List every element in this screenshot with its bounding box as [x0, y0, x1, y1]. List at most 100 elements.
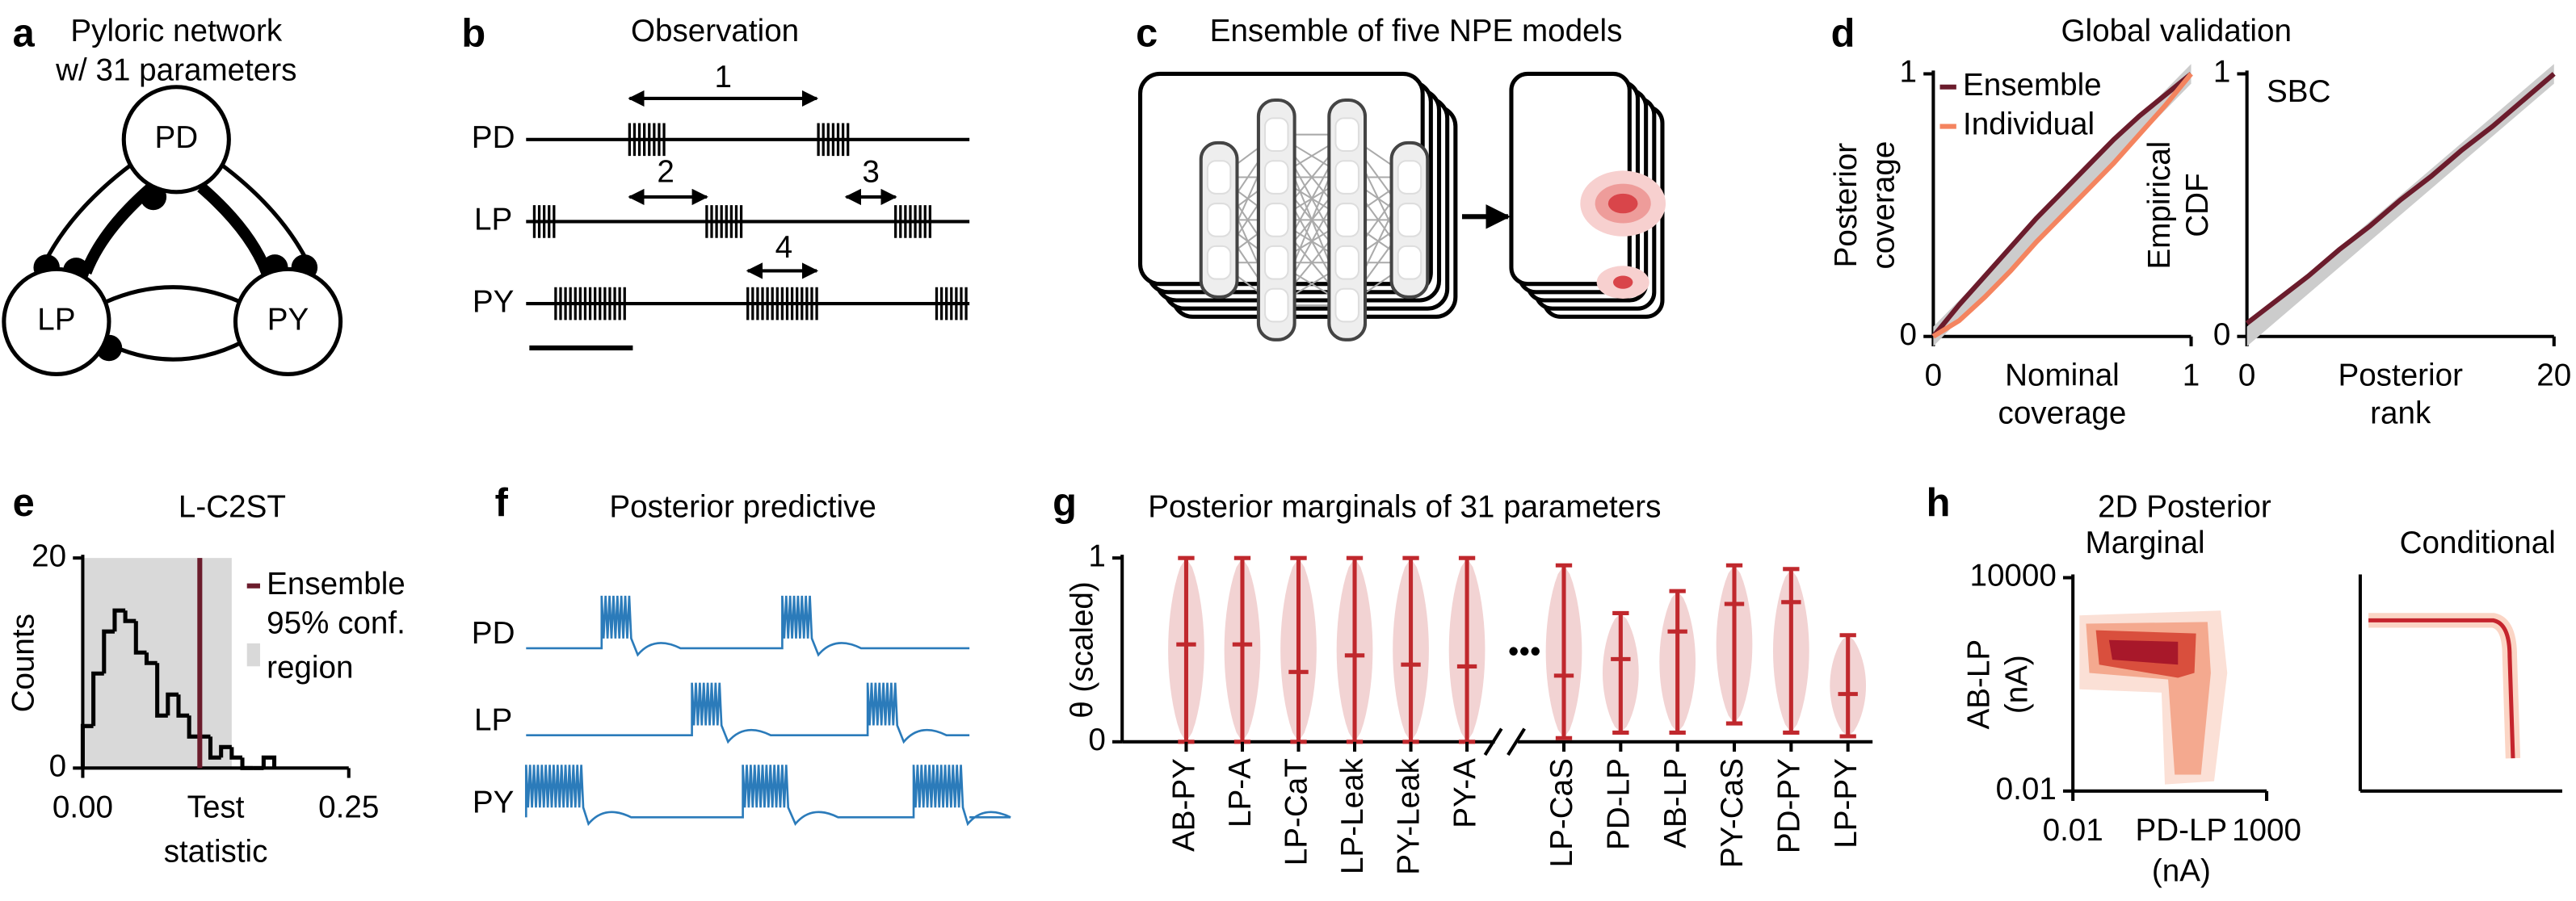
x-tick-label: 1 [2183, 358, 2200, 393]
decoration [1206, 203, 1232, 237]
decoration [1334, 245, 1359, 280]
histogram-bar [123, 610, 137, 623]
legend-label: Ensemble [267, 567, 406, 601]
decoration [2368, 613, 2521, 759]
x-axis-label: Posterior [2338, 358, 2463, 393]
panel-letter: f [495, 481, 509, 525]
interval-label: 2 [657, 155, 674, 190]
row-label: LP [474, 203, 512, 237]
decoration [1397, 160, 1422, 195]
decoration [628, 123, 666, 157]
decoration [1607, 193, 1638, 214]
histogram-bar [176, 694, 190, 718]
x-tick-label: LP-CaS [1544, 758, 1579, 867]
panel-letter: g [1053, 481, 1077, 525]
y-tick-label: 1 [1088, 539, 1105, 573]
x-tick-label: PD-LP [1602, 758, 1637, 850]
decoration [1264, 203, 1289, 237]
histogram-bar [166, 692, 179, 716]
x-tick-label: PD-PY [1772, 758, 1807, 853]
row-label: PD [472, 616, 515, 651]
interval-label: 4 [775, 230, 792, 265]
chart-subtitle: Conditional [2400, 526, 2556, 560]
x-tick-label: AB-LP [1658, 758, 1693, 849]
decoration [1264, 245, 1289, 280]
decoration [526, 595, 970, 657]
histogram-bar [133, 621, 147, 655]
x-tick-label: 20 [2536, 358, 2571, 393]
histogram-bar [144, 652, 158, 665]
panel-title: w/ 31 parameters [55, 53, 296, 88]
x-tick-label: 0 [1925, 358, 1942, 393]
decoration [1264, 160, 1289, 195]
decoration [532, 205, 556, 238]
decoration [746, 287, 818, 321]
panel-letter: d [1831, 12, 1855, 56]
histogram-bar [102, 629, 115, 674]
decoration [1334, 160, 1359, 195]
decoration [1483, 727, 1526, 756]
decoration [526, 682, 970, 744]
decoration [1206, 245, 1232, 280]
histogram-bar [187, 715, 200, 739]
row-label: PY [473, 284, 515, 319]
panel-title: Observation [631, 14, 799, 48]
interval-label: 3 [862, 155, 879, 190]
x-axis-label: Nominal [2005, 358, 2120, 393]
decoration [1933, 64, 2191, 346]
panel-letter: c [1136, 12, 1158, 56]
panel-letter: e [13, 481, 35, 525]
histogram-bar [219, 744, 232, 758]
y-tick-label: 0 [1088, 723, 1105, 757]
decoration [1334, 287, 1359, 323]
node-label: LP [37, 303, 75, 337]
decoration [894, 205, 931, 238]
x-tick-label: PY-CaS [1715, 758, 1750, 868]
line [2245, 72, 2556, 325]
panel-letter: a [13, 12, 36, 56]
panel-letter: h [1927, 481, 1951, 525]
ellipsis: ••• [1508, 634, 1541, 668]
x-tick-label: LP-CaT [1280, 758, 1314, 865]
legend-swatch [246, 643, 260, 667]
decoration [121, 85, 231, 195]
y-tick-label: 0.01 [1996, 772, 2057, 807]
x-tick-label: 0.00 [53, 790, 113, 824]
x-tick-label: 0 [2238, 358, 2255, 393]
y-axis-label: AB-LP [1962, 639, 1997, 730]
legend-label: region [267, 651, 353, 685]
decoration [524, 765, 1011, 827]
x-axis-label: coverage [1998, 396, 2127, 430]
decoration [2108, 639, 2179, 665]
x-tick-label: 0.01 [2043, 813, 2103, 848]
y-tick-label: 0 [1900, 317, 1917, 352]
panel-letter: b [461, 12, 485, 56]
panel-title: Posterior predictive [609, 489, 876, 524]
decoration [1264, 287, 1289, 323]
y-tick-label: 0 [49, 749, 66, 784]
panel-title: Pyloric network [70, 14, 282, 48]
y-tick-label: 1 [1900, 55, 1917, 90]
histogram-bar [91, 671, 104, 727]
y-axis-label: CDF [2180, 173, 2215, 237]
row-label: PY [473, 785, 515, 819]
decoration [1264, 117, 1289, 153]
x-axis-label: rank [2370, 396, 2431, 430]
line [1931, 72, 2193, 338]
histogram-bar [229, 747, 243, 760]
legend-label: 95% conf. [267, 606, 406, 641]
chart-title: Posterior marginals of 31 parameters [1148, 489, 1661, 524]
chart-title: 2D Posterior [2098, 489, 2271, 524]
decoration [104, 285, 242, 304]
y-axis-label: Posterior [1829, 143, 1864, 268]
histogram-bar [240, 757, 254, 770]
x-tick-label: LP-PY [1829, 758, 1864, 849]
legend-label: Individual [1963, 107, 2095, 142]
y-axis-label: coverage [1867, 141, 1902, 270]
decoration [101, 339, 245, 362]
decoration [1397, 245, 1422, 280]
decoration [2368, 618, 2515, 759]
x-axis-label: PD-LP [2135, 813, 2227, 848]
x-axis-label: statistic [164, 834, 268, 869]
